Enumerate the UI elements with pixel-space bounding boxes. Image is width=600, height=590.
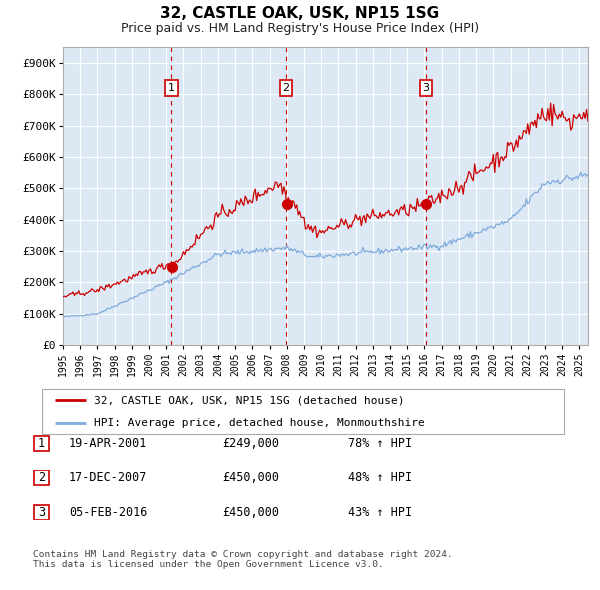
Text: £249,000: £249,000	[222, 437, 279, 450]
Text: 3: 3	[422, 83, 430, 93]
Text: 19-APR-2001: 19-APR-2001	[69, 437, 148, 450]
Text: 78% ↑ HPI: 78% ↑ HPI	[348, 437, 412, 450]
FancyBboxPatch shape	[42, 389, 564, 434]
FancyBboxPatch shape	[34, 504, 49, 520]
FancyBboxPatch shape	[34, 470, 49, 486]
Text: 17-DEC-2007: 17-DEC-2007	[69, 471, 148, 484]
Text: 48% ↑ HPI: 48% ↑ HPI	[348, 471, 412, 484]
Text: 32, CASTLE OAK, USK, NP15 1SG (detached house): 32, CASTLE OAK, USK, NP15 1SG (detached …	[94, 395, 405, 405]
Text: 43% ↑ HPI: 43% ↑ HPI	[348, 506, 412, 519]
Text: 1: 1	[168, 83, 175, 93]
Text: 32, CASTLE OAK, USK, NP15 1SG: 32, CASTLE OAK, USK, NP15 1SG	[160, 6, 440, 21]
Text: 05-FEB-2016: 05-FEB-2016	[69, 506, 148, 519]
Text: 3: 3	[38, 506, 45, 519]
Text: 2: 2	[283, 83, 290, 93]
Text: HPI: Average price, detached house, Monmouthshire: HPI: Average price, detached house, Monm…	[94, 418, 425, 428]
Text: 2: 2	[38, 471, 45, 484]
FancyBboxPatch shape	[34, 436, 49, 451]
Text: Contains HM Land Registry data © Crown copyright and database right 2024.
This d: Contains HM Land Registry data © Crown c…	[33, 550, 453, 569]
Text: Price paid vs. HM Land Registry's House Price Index (HPI): Price paid vs. HM Land Registry's House …	[121, 22, 479, 35]
Text: £450,000: £450,000	[222, 471, 279, 484]
Text: 1: 1	[38, 437, 45, 450]
Text: £450,000: £450,000	[222, 506, 279, 519]
